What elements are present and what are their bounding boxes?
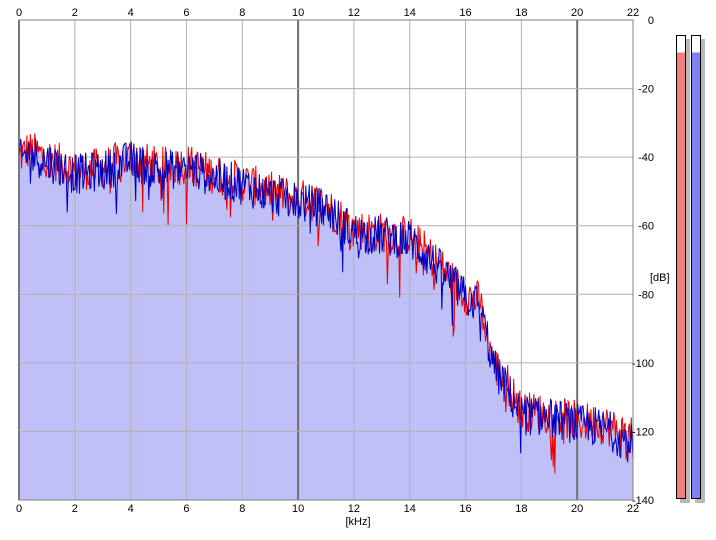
x-axis-label: [kHz]	[345, 516, 370, 528]
x-tick-label-top: 14	[404, 7, 416, 19]
x-tick-label-bottom: 6	[183, 503, 189, 515]
x-tick-label-bottom: 12	[348, 503, 360, 515]
right-level-meter	[691, 35, 701, 499]
y-tick-label: -20	[638, 84, 654, 96]
y-tick-label: -60	[638, 221, 654, 233]
x-tick-label-bottom: 4	[128, 503, 134, 515]
y-tick-label: -100	[632, 358, 654, 370]
y-tick-label: -80	[638, 289, 654, 301]
spectrum-area	[19, 133, 633, 500]
x-tick-label-bottom: 18	[515, 503, 527, 515]
x-tick-label-top: 16	[459, 7, 471, 19]
x-tick-label-top: 2	[72, 7, 78, 19]
x-tick-label-bottom: 0	[16, 503, 22, 515]
x-tick-label-bottom: 10	[292, 503, 304, 515]
x-tick-label-top: 12	[348, 7, 360, 19]
plot-frame	[18, 19, 634, 501]
x-tick-label-bottom: 20	[571, 503, 583, 515]
x-tick-label-top: 10	[292, 7, 304, 19]
x-tick-label-bottom: 22	[627, 503, 639, 515]
x-tick-label-bottom: 16	[459, 503, 471, 515]
x-tick-label-bottom: 2	[72, 503, 78, 515]
y-axis-label: [dB]	[650, 272, 670, 284]
x-tick-label-top: 18	[515, 7, 527, 19]
y-tick-label: -40	[638, 152, 654, 164]
x-tick-label-top: 0	[16, 7, 22, 19]
x-tick-label-top: 8	[239, 7, 245, 19]
y-tick-label: -140	[632, 495, 654, 507]
series-line-blue	[18, 138, 634, 463]
y-tick-label: -120	[632, 426, 654, 438]
spectrum-fill-layer	[19, 133, 633, 500]
left-level-meter	[676, 35, 686, 499]
x-tick-label-top: 20	[571, 7, 583, 19]
x-tick-label-top: 6	[183, 7, 189, 19]
x-tick-label-top: 4	[128, 7, 134, 19]
series-layer	[18, 133, 634, 474]
y-tick-label: 0	[648, 15, 654, 27]
x-tick-label-top: 22	[627, 7, 639, 19]
x-tick-label-bottom: 14	[404, 503, 416, 515]
label-layer: 002244668810101212141416161818202022220-…	[16, 7, 654, 515]
x-tick-label-bottom: 8	[239, 503, 245, 515]
